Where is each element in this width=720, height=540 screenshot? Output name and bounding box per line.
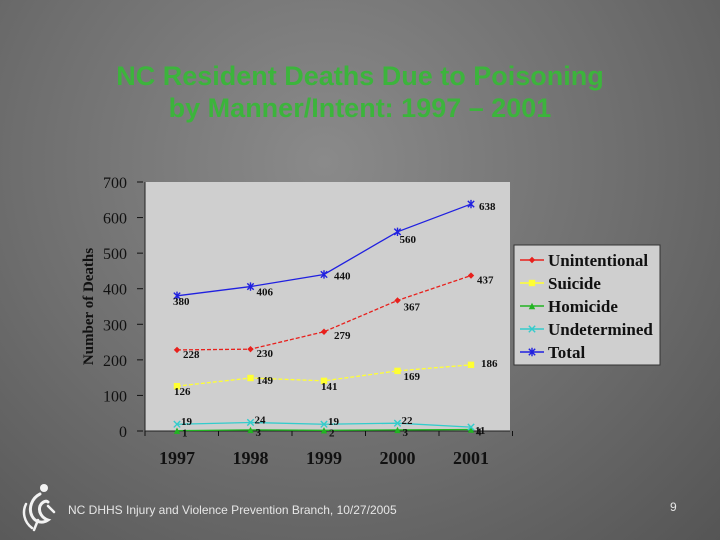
plot-area: [145, 182, 510, 431]
data-label-total: 638: [479, 201, 496, 213]
legend-label-total: Total: [548, 343, 585, 362]
data-label-suicide: 186: [481, 358, 498, 370]
data-label-unintentional: 228: [183, 349, 200, 361]
legend-label-homicide: Homicide: [548, 297, 618, 316]
legend-marker-suicide: [528, 279, 536, 287]
data-label-total: 560: [400, 234, 417, 246]
data-point-unintentional: [394, 297, 401, 304]
data-point-undetermined: [246, 418, 255, 427]
data-point-undetermined: [173, 420, 181, 428]
legend-marker-undetermined: [528, 325, 536, 333]
data-label-suicide: 169: [404, 371, 421, 383]
legend-label-unintentional: Unintentional: [548, 251, 648, 270]
data-label-homicide: 3: [403, 427, 409, 439]
data-label-suicide: 126: [174, 386, 191, 398]
data-point-total: [246, 282, 255, 291]
y-axis-label: Number of Deaths: [81, 248, 97, 365]
data-point-total: [320, 270, 328, 279]
y-tick-label: 200: [103, 353, 127, 370]
data-point-homicide: [467, 426, 475, 433]
data-label-suicide: 149: [257, 375, 274, 387]
title-line-2: by Manner/Intent: 1997 – 2001: [168, 93, 552, 123]
data-label-undetermined: 11: [475, 425, 485, 437]
data-point-suicide: [173, 382, 181, 390]
data-label-total: 380: [173, 296, 190, 308]
legend-box: [513, 244, 661, 366]
data-point-homicide: [394, 426, 401, 434]
legend-marker-total: [528, 347, 536, 357]
data-label-unintentional: 367: [404, 301, 421, 313]
data-point-suicide: [320, 377, 328, 385]
data-label-undetermined: 24: [255, 414, 267, 426]
page-number: 9: [670, 500, 677, 514]
data-label-homicide: 1: [182, 428, 188, 440]
legend-marker-unintentional: [528, 256, 536, 264]
slide-title: NC Resident Deaths Due to Poisoning by M…: [0, 60, 720, 124]
data-point-unintentional: [320, 328, 328, 335]
title-line-1: NC Resident Deaths Due to Poisoning: [116, 61, 604, 91]
data-point-total: [467, 199, 475, 209]
legend-label-suicide: Suicide: [548, 274, 601, 293]
data-point-unintentional: [173, 346, 181, 354]
y-tick-label: 0: [119, 424, 127, 441]
data-point-undetermined: [320, 420, 328, 428]
y-tick-label: 700: [103, 175, 127, 192]
data-label-undetermined: 19: [328, 416, 340, 428]
data-point-unintentional: [467, 272, 475, 279]
x-tick-label: 2000: [380, 448, 416, 468]
x-tick-label: 1998: [233, 448, 269, 468]
data-point-homicide: [320, 427, 328, 434]
y-tick-label: 400: [103, 282, 127, 299]
data-label-undetermined: 22: [402, 415, 414, 427]
data-point-homicide: [173, 427, 181, 434]
x-tick-label: 2001: [453, 448, 489, 468]
data-label-total: 406: [257, 287, 274, 299]
data-point-undetermined: [393, 419, 402, 427]
legend-marker-homicide: [528, 302, 536, 310]
data-point-homicide: [247, 426, 254, 434]
data-label-suicide: 141: [321, 381, 338, 393]
data-point-suicide: [467, 361, 475, 369]
data-label-homicide: 4: [476, 427, 482, 439]
data-point-total: [393, 227, 402, 236]
y-tick-label: 300: [103, 317, 127, 334]
y-tick-label: 100: [103, 388, 127, 405]
data-point-undetermined: [467, 423, 475, 431]
data-label-unintentional: 279: [334, 330, 351, 342]
data-label-unintentional: 230: [257, 348, 274, 360]
data-point-unintentional: [247, 345, 254, 353]
y-tick-label: 500: [103, 246, 127, 263]
data-point-suicide: [394, 367, 401, 375]
data-label-homicide: 2: [329, 427, 335, 439]
x-tick-label: 1997: [159, 448, 195, 468]
series-line-unintentional: [176, 274, 472, 351]
legend-label-undetermined: Undetermined: [548, 320, 653, 339]
footer-credit: NC DHHS Injury and Violence Prevention B…: [68, 503, 397, 517]
data-point-total: [173, 291, 181, 301]
x-tick-label: 1999: [306, 448, 342, 468]
data-label-total: 440: [334, 270, 351, 282]
data-label-homicide: 3: [256, 427, 262, 439]
y-tick-label: 600: [103, 211, 127, 228]
data-point-suicide: [247, 374, 254, 382]
data-label-unintentional: 437: [477, 275, 494, 287]
running-figure-icon: [22, 484, 56, 532]
data-label-undetermined: 19: [181, 416, 193, 428]
